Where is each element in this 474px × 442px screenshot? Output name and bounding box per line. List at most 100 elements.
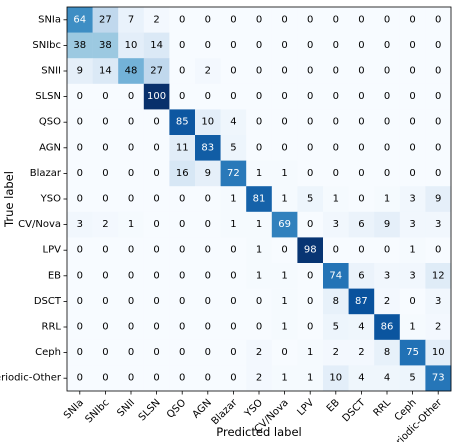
heatmap-cell [169, 365, 196, 392]
cell-value: 10 [432, 347, 445, 358]
heatmap-cell [92, 160, 119, 187]
heatmap-cell [374, 160, 401, 187]
cell-value: 1 [256, 219, 262, 230]
cell-value: 2 [205, 66, 211, 77]
cell-value: 0 [307, 168, 313, 179]
heatmap-cell [67, 7, 93, 33]
heatmap-cell [348, 263, 375, 289]
heatmap-cell [67, 263, 93, 289]
heatmap-cell [374, 314, 401, 341]
heatmap-cell [374, 365, 401, 392]
cell-value: 12 [432, 270, 445, 281]
heatmap-cell [118, 58, 145, 85]
cell-value: 9 [77, 66, 83, 77]
cell-value: 0 [128, 91, 134, 102]
cell-value: 0 [435, 245, 441, 256]
heatmap-cell [271, 186, 298, 213]
cell-value: 0 [281, 142, 287, 153]
cell-value: 3 [435, 219, 441, 230]
heatmap-cell [399, 32, 426, 59]
heatmap-cell [399, 83, 426, 110]
x-tick-label: RRL [372, 397, 394, 419]
heatmap-cell [374, 32, 401, 59]
cell-value: 10 [125, 40, 138, 51]
heatmap-cell [169, 314, 196, 341]
cell-value: 10 [201, 117, 214, 128]
cell-value: 3 [409, 194, 415, 205]
heatmap-cell [399, 135, 426, 161]
cell-value: 9 [205, 168, 211, 179]
heatmap-cell [374, 237, 401, 264]
cell-value: 38 [99, 40, 112, 51]
heatmap-cell [399, 237, 426, 264]
cell-value: 0 [128, 296, 134, 307]
y-tick-label: SNII [41, 66, 61, 77]
heatmap-cell [118, 83, 145, 110]
cell-value: 0 [128, 117, 134, 128]
cell-value: 0 [333, 66, 339, 77]
cell-value: 0 [281, 117, 287, 128]
heatmap-cell [118, 365, 145, 392]
heatmap-cell [323, 186, 349, 213]
heatmap-cell [169, 237, 196, 264]
heatmap-cell [374, 109, 401, 136]
y-tick-label: DSCT [34, 296, 62, 307]
cell-value: 0 [307, 219, 313, 230]
heatmap-cell [220, 7, 247, 33]
heatmap-cell [195, 263, 221, 289]
heatmap-cell [92, 263, 119, 289]
heatmap-cell [271, 211, 298, 238]
heatmap-cell [246, 314, 273, 341]
cell-value: 0 [153, 219, 159, 230]
cell-value: 0 [179, 322, 185, 333]
heatmap-cell [425, 314, 452, 341]
heatmap-cell [118, 7, 145, 33]
cell-value: 0 [153, 322, 159, 333]
y-tick-label: QSO [39, 117, 61, 128]
heatmap-cell [92, 339, 119, 366]
heatmap-cell [195, 32, 221, 59]
cell-value: 0 [307, 322, 313, 333]
cell-value: 0 [179, 296, 185, 307]
cell-value: 0 [409, 296, 415, 307]
heatmap-cell [169, 7, 196, 33]
heatmap-cell [195, 109, 221, 136]
cell-value: 0 [435, 14, 441, 25]
cell-value: 0 [307, 66, 313, 77]
y-tick-label: YSO [40, 194, 61, 205]
heatmap-cell [246, 109, 273, 136]
heatmap-cell [169, 186, 196, 213]
heatmap-cell [220, 263, 247, 289]
cell-value: 2 [256, 347, 262, 358]
heatmap-cell [169, 109, 196, 136]
cell-value: 4 [384, 373, 390, 384]
heatmap-cell [118, 339, 145, 366]
cell-value: 0 [281, 40, 287, 51]
heatmap-cell [195, 314, 221, 341]
heatmap-cell [246, 339, 273, 366]
cell-value: 0 [205, 245, 211, 256]
cell-value: 6 [358, 219, 364, 230]
cell-value: 0 [179, 270, 185, 281]
heatmap-cell [118, 32, 145, 59]
heatmap-cell [195, 288, 221, 315]
heatmap-cell [67, 58, 93, 85]
cell-value: 0 [153, 117, 159, 128]
cell-value: 0 [281, 66, 287, 77]
cell-value: 0 [153, 373, 159, 384]
cell-value: 1 [230, 219, 236, 230]
heatmap-cell [67, 314, 93, 341]
heatmap-cell [169, 135, 196, 161]
heatmap-cell [118, 135, 145, 161]
heatmap-cell [195, 135, 221, 161]
cell-value: 0 [307, 270, 313, 281]
cell-value: 0 [153, 347, 159, 358]
cell-value: 0 [409, 117, 415, 128]
x-tick-label: DSCT [341, 397, 369, 425]
cell-value: 16 [176, 168, 189, 179]
cell-value: 0 [102, 296, 108, 307]
cell-value: 0 [230, 245, 236, 256]
cell-value: 0 [128, 142, 134, 153]
cell-value: 0 [230, 91, 236, 102]
heatmap-cell [374, 135, 401, 161]
